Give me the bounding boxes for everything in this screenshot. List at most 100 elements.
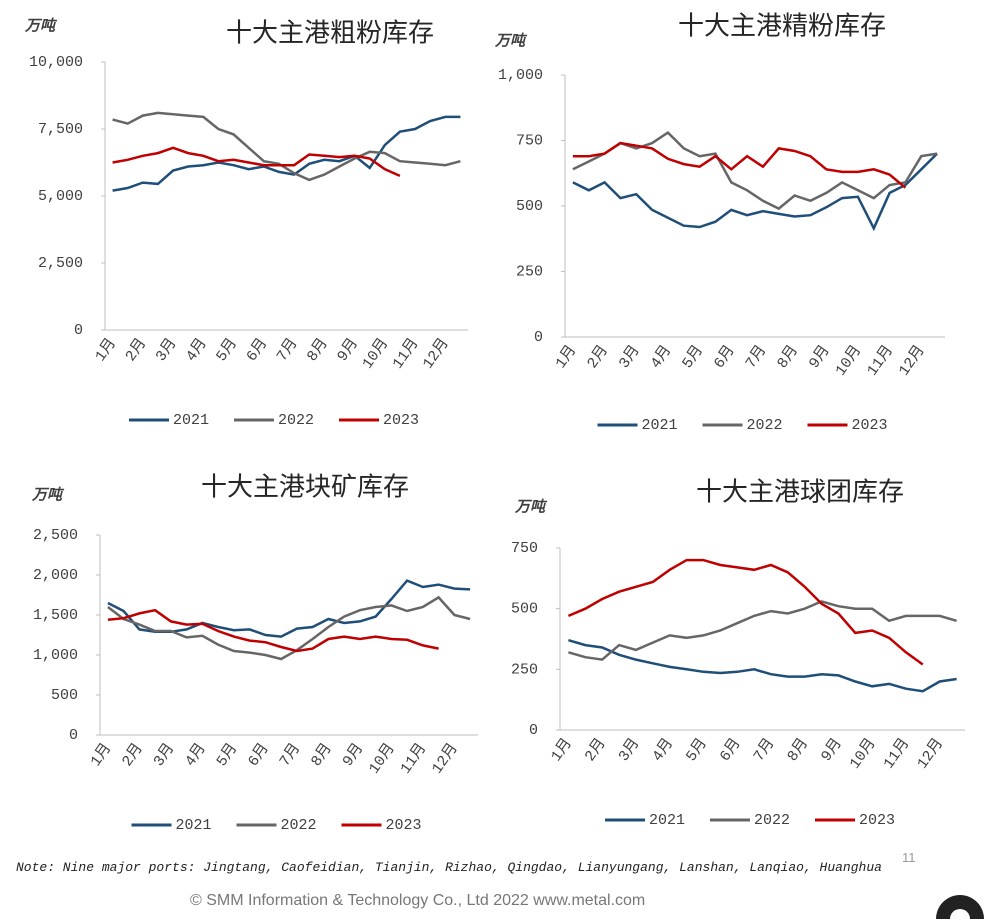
x-tick-label: 12月	[914, 735, 947, 772]
y-tick-label: 0	[74, 322, 83, 339]
y-tick-label: 2,500	[33, 527, 78, 544]
y-tick-label: 500	[51, 687, 78, 704]
x-tick-label: 7月	[277, 740, 305, 769]
x-tick-label: 2月	[122, 335, 150, 364]
x-tick-label: 2月	[584, 342, 612, 371]
y-tick-label: 5,000	[38, 188, 83, 205]
x-tick-label: 1月	[548, 735, 576, 764]
series-line	[572, 130, 938, 211]
x-tick-label: 11月	[390, 335, 423, 372]
x-tick-label: 7月	[751, 735, 779, 764]
y-tick-label: 2,500	[38, 255, 83, 272]
series-line	[112, 146, 401, 178]
x-tick-label: 12月	[420, 335, 453, 372]
x-tick-label: 5月	[683, 735, 711, 764]
unit-label: 万吨	[514, 498, 548, 516]
legend-label: 2022	[754, 812, 790, 829]
x-tick-label: 2月	[582, 735, 610, 764]
y-tick-label: 750	[516, 132, 543, 149]
chart-title: 十大主港精粉库存	[678, 12, 886, 42]
page-number: 11	[902, 850, 916, 865]
y-tick-label: 1,000	[33, 647, 78, 664]
chart-title: 十大主港块矿库存	[201, 473, 409, 503]
y-tick-label: 250	[511, 661, 538, 678]
legend-label: 2023	[859, 812, 895, 829]
logo	[936, 895, 984, 919]
x-tick-label: 1月	[88, 740, 116, 769]
x-tick-label: 10月	[366, 740, 399, 777]
series-line	[567, 558, 924, 666]
y-tick-label: 500	[516, 198, 543, 215]
x-tick-label: 4月	[648, 342, 676, 371]
x-tick-label: 4月	[182, 740, 210, 769]
x-tick-label: 1月	[92, 335, 120, 364]
x-tick-label: 4月	[183, 335, 211, 364]
x-tick-label: 2月	[119, 740, 147, 769]
legend-label: 2021	[176, 817, 212, 834]
x-tick-label: 7月	[274, 335, 302, 364]
unit-label: 万吨	[24, 17, 58, 35]
x-tick-label: 8月	[774, 342, 802, 371]
series-line	[572, 152, 938, 232]
note: Note: Nine major ports: Jingtang, Caofei…	[16, 860, 882, 875]
y-tick-label: 500	[511, 601, 538, 618]
x-tick-label: 8月	[784, 735, 812, 764]
x-tick-label: 9月	[818, 735, 846, 764]
y-tick-label: 1,500	[33, 607, 78, 624]
y-tick-label: 7,500	[38, 121, 83, 138]
x-tick-label: 11月	[880, 735, 913, 772]
y-tick-label: 0	[69, 727, 78, 744]
x-tick-label: 8月	[308, 740, 336, 769]
legend-label: 2023	[386, 817, 422, 834]
x-tick-label: 12月	[429, 740, 462, 777]
x-tick-label: 11月	[864, 342, 897, 379]
x-tick-label: 8月	[304, 335, 332, 364]
y-tick-label: 750	[511, 540, 538, 557]
series-line	[568, 600, 957, 661]
series-line	[112, 115, 461, 192]
series-line	[112, 111, 461, 182]
series-line	[572, 141, 907, 189]
x-tick-label: 10月	[359, 335, 392, 372]
y-tick-label: 2,000	[33, 567, 78, 584]
chart-title: 十大主港球团库存	[696, 478, 904, 508]
legend-label: 2023	[852, 417, 888, 434]
y-tick-label: 10,000	[29, 54, 83, 71]
x-tick-label: 5月	[213, 335, 241, 364]
unit-label: 万吨	[31, 486, 65, 504]
x-tick-label: 9月	[334, 335, 362, 364]
x-tick-label: 3月	[616, 735, 644, 764]
x-tick-label: 6月	[717, 735, 745, 764]
y-tick-label: 0	[529, 722, 538, 739]
series-line	[107, 595, 471, 661]
legend-label: 2022	[278, 412, 314, 429]
y-tick-label: 1,000	[498, 67, 543, 84]
x-tick-label: 7月	[743, 342, 771, 371]
y-tick-label: 0	[534, 329, 543, 346]
x-tick-label: 5月	[679, 342, 707, 371]
legend-label: 2021	[649, 812, 685, 829]
x-tick-label: 6月	[711, 342, 739, 371]
x-tick-label: 12月	[896, 342, 929, 379]
chart-title: 十大主港粗粉库存	[226, 19, 434, 49]
x-tick-label: 9月	[806, 342, 834, 371]
x-tick-label: 10月	[847, 735, 880, 772]
x-tick-label: 5月	[214, 740, 242, 769]
series-line	[568, 638, 957, 693]
legend-label: 2022	[281, 817, 317, 834]
logo-hole	[950, 909, 970, 919]
x-tick-label: 3月	[151, 740, 179, 769]
x-tick-label: 4月	[649, 735, 677, 764]
legend-label: 2023	[383, 412, 419, 429]
x-tick-label: 11月	[397, 740, 430, 777]
x-tick-label: 6月	[243, 335, 271, 364]
y-tick-label: 250	[516, 263, 543, 280]
x-tick-label: 6月	[245, 740, 273, 769]
x-tick-label: 10月	[832, 342, 865, 379]
x-tick-label: 3月	[616, 342, 644, 371]
x-tick-label: 9月	[340, 740, 368, 769]
legend-label: 2021	[642, 417, 678, 434]
x-tick-label: 1月	[553, 342, 581, 371]
legend-label: 2021	[173, 412, 209, 429]
